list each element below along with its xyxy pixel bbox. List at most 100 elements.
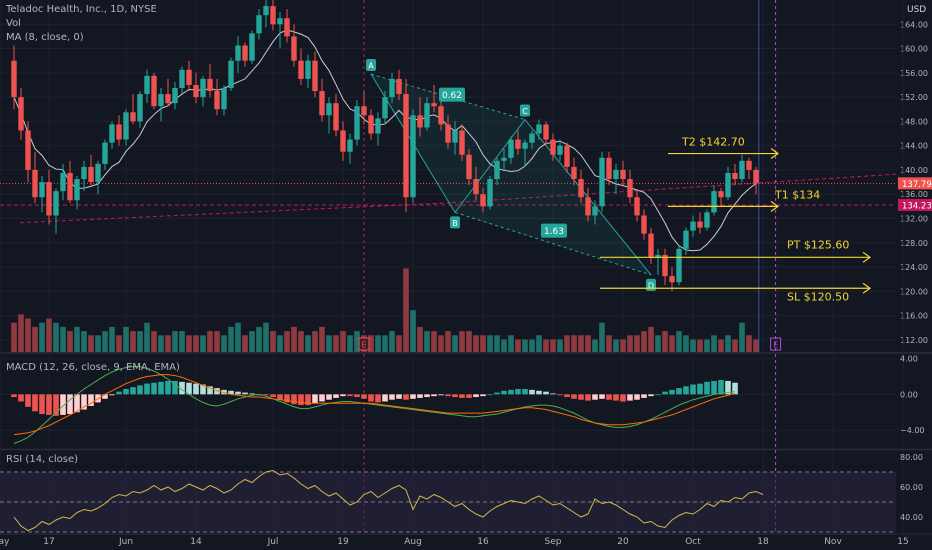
volume-bar bbox=[585, 335, 591, 352]
macd-histogram-bar bbox=[704, 381, 710, 395]
volume-bar bbox=[389, 331, 395, 352]
macd-histogram-bar bbox=[235, 391, 241, 395]
volume-bar bbox=[711, 335, 717, 352]
candle-body bbox=[347, 139, 353, 152]
volume-bar bbox=[347, 335, 353, 352]
volume-bar bbox=[375, 335, 381, 352]
volume-bar bbox=[326, 335, 332, 352]
candle-body bbox=[235, 45, 241, 61]
macd-histogram-bar bbox=[102, 394, 108, 399]
candle-body bbox=[242, 45, 248, 61]
macd-histogram-bar bbox=[347, 394, 353, 397]
macd-histogram-bar bbox=[536, 390, 542, 395]
symbol-legend[interactable]: Teladoc Health, Inc., 1D, NYSE bbox=[6, 4, 163, 15]
pattern-point-badge bbox=[366, 59, 376, 72]
candle-body bbox=[592, 206, 598, 216]
volume-bar bbox=[11, 322, 17, 352]
macd-histogram-bar bbox=[151, 382, 157, 395]
volume-bar bbox=[305, 335, 311, 352]
pattern-ratio-badge bbox=[439, 87, 465, 102]
macd-histogram-bar bbox=[718, 380, 724, 395]
candle-body bbox=[543, 124, 549, 140]
macd-legend[interactable]: MACD (12, 26, close, 9, EMA, EMA) bbox=[6, 362, 186, 373]
candle-body bbox=[480, 194, 486, 207]
candle-body bbox=[732, 172, 738, 180]
macd-histogram-bar bbox=[606, 394, 612, 400]
candle-body bbox=[627, 179, 633, 198]
candle-body bbox=[165, 94, 171, 104]
candle-body bbox=[697, 221, 703, 228]
macd-histogram-bar bbox=[634, 394, 640, 400]
volume-bar bbox=[438, 335, 444, 352]
macd-histogram-bar bbox=[326, 394, 332, 400]
macd-histogram-bar bbox=[557, 394, 563, 396]
macd-histogram-bar bbox=[669, 389, 675, 395]
volume-bar bbox=[74, 326, 80, 352]
rsi-legend[interactable]: RSI (14, close) bbox=[6, 454, 84, 465]
x-tick-label: 14 bbox=[190, 537, 202, 547]
candle-body bbox=[753, 169, 759, 184]
volume-bar bbox=[732, 339, 738, 352]
macd-histogram-bar bbox=[193, 383, 199, 395]
candle-body bbox=[620, 169, 626, 180]
candle-body bbox=[690, 221, 696, 231]
macd-histogram-bar bbox=[81, 394, 87, 410]
candle-body bbox=[557, 145, 563, 155]
volume-bar bbox=[340, 331, 346, 352]
volume-bar bbox=[67, 331, 73, 352]
macd-histogram-bar bbox=[39, 394, 45, 415]
macd-histogram-bar bbox=[186, 382, 192, 395]
volume-bar bbox=[592, 339, 598, 352]
y-tick-label: 124.00 bbox=[900, 263, 928, 272]
volume-bar bbox=[662, 331, 668, 352]
volume-bar bbox=[25, 318, 31, 352]
candle-body bbox=[662, 254, 668, 277]
volume-bar bbox=[578, 335, 584, 352]
macd-histogram-bar bbox=[67, 394, 73, 415]
candle-body bbox=[137, 94, 143, 122]
candle-body bbox=[522, 142, 528, 149]
volume-bar bbox=[228, 326, 234, 352]
volume-bar bbox=[116, 335, 122, 352]
volume-bar bbox=[613, 339, 619, 352]
candle-body bbox=[613, 169, 619, 180]
y-tick-label: 132.00 bbox=[900, 214, 928, 223]
macd-histogram-bar bbox=[487, 394, 493, 396]
ma-legend[interactable]: MA (8, close, 0) bbox=[6, 32, 90, 43]
volume-bar bbox=[466, 331, 472, 352]
candle-body bbox=[53, 191, 59, 216]
volume-bar bbox=[235, 322, 241, 352]
target-label: SL $120.50 bbox=[787, 290, 849, 303]
signal-line bbox=[13, 374, 736, 436]
macd-histogram-bar bbox=[508, 389, 514, 395]
candle-body bbox=[291, 36, 297, 61]
macd-label: MACD (12, 26, close, 9, EMA, EMA) bbox=[6, 362, 180, 373]
volume-bar bbox=[109, 326, 115, 352]
volume-bar bbox=[291, 326, 297, 352]
rsi-label: RSI (14, close) bbox=[6, 454, 79, 465]
candle-body bbox=[529, 133, 535, 143]
candle-body bbox=[354, 106, 360, 140]
macd-histogram-bar bbox=[18, 394, 24, 402]
macd-histogram-bar bbox=[655, 394, 661, 396]
volume-bar bbox=[368, 335, 374, 352]
macd-histogram-bar bbox=[298, 394, 304, 406]
volume-bar bbox=[263, 322, 269, 352]
candle-body bbox=[95, 163, 101, 183]
volume-legend[interactable]: Vol bbox=[6, 18, 27, 29]
candle-body bbox=[424, 103, 430, 128]
volume-bar bbox=[200, 335, 206, 352]
price-tag-label: 134.23 bbox=[902, 201, 932, 211]
price-tag bbox=[898, 198, 932, 211]
volume-bar bbox=[277, 335, 283, 352]
volume-bar bbox=[256, 326, 262, 352]
volume-bar bbox=[249, 331, 255, 352]
macd-histogram-bar bbox=[361, 394, 367, 399]
volume-bar bbox=[270, 331, 276, 352]
macd-histogram-bar bbox=[284, 394, 290, 403]
candle-body bbox=[200, 78, 206, 98]
earnings-marker bbox=[358, 337, 370, 351]
candle-body bbox=[599, 157, 605, 207]
y-tick-label: 156.00 bbox=[900, 69, 928, 78]
